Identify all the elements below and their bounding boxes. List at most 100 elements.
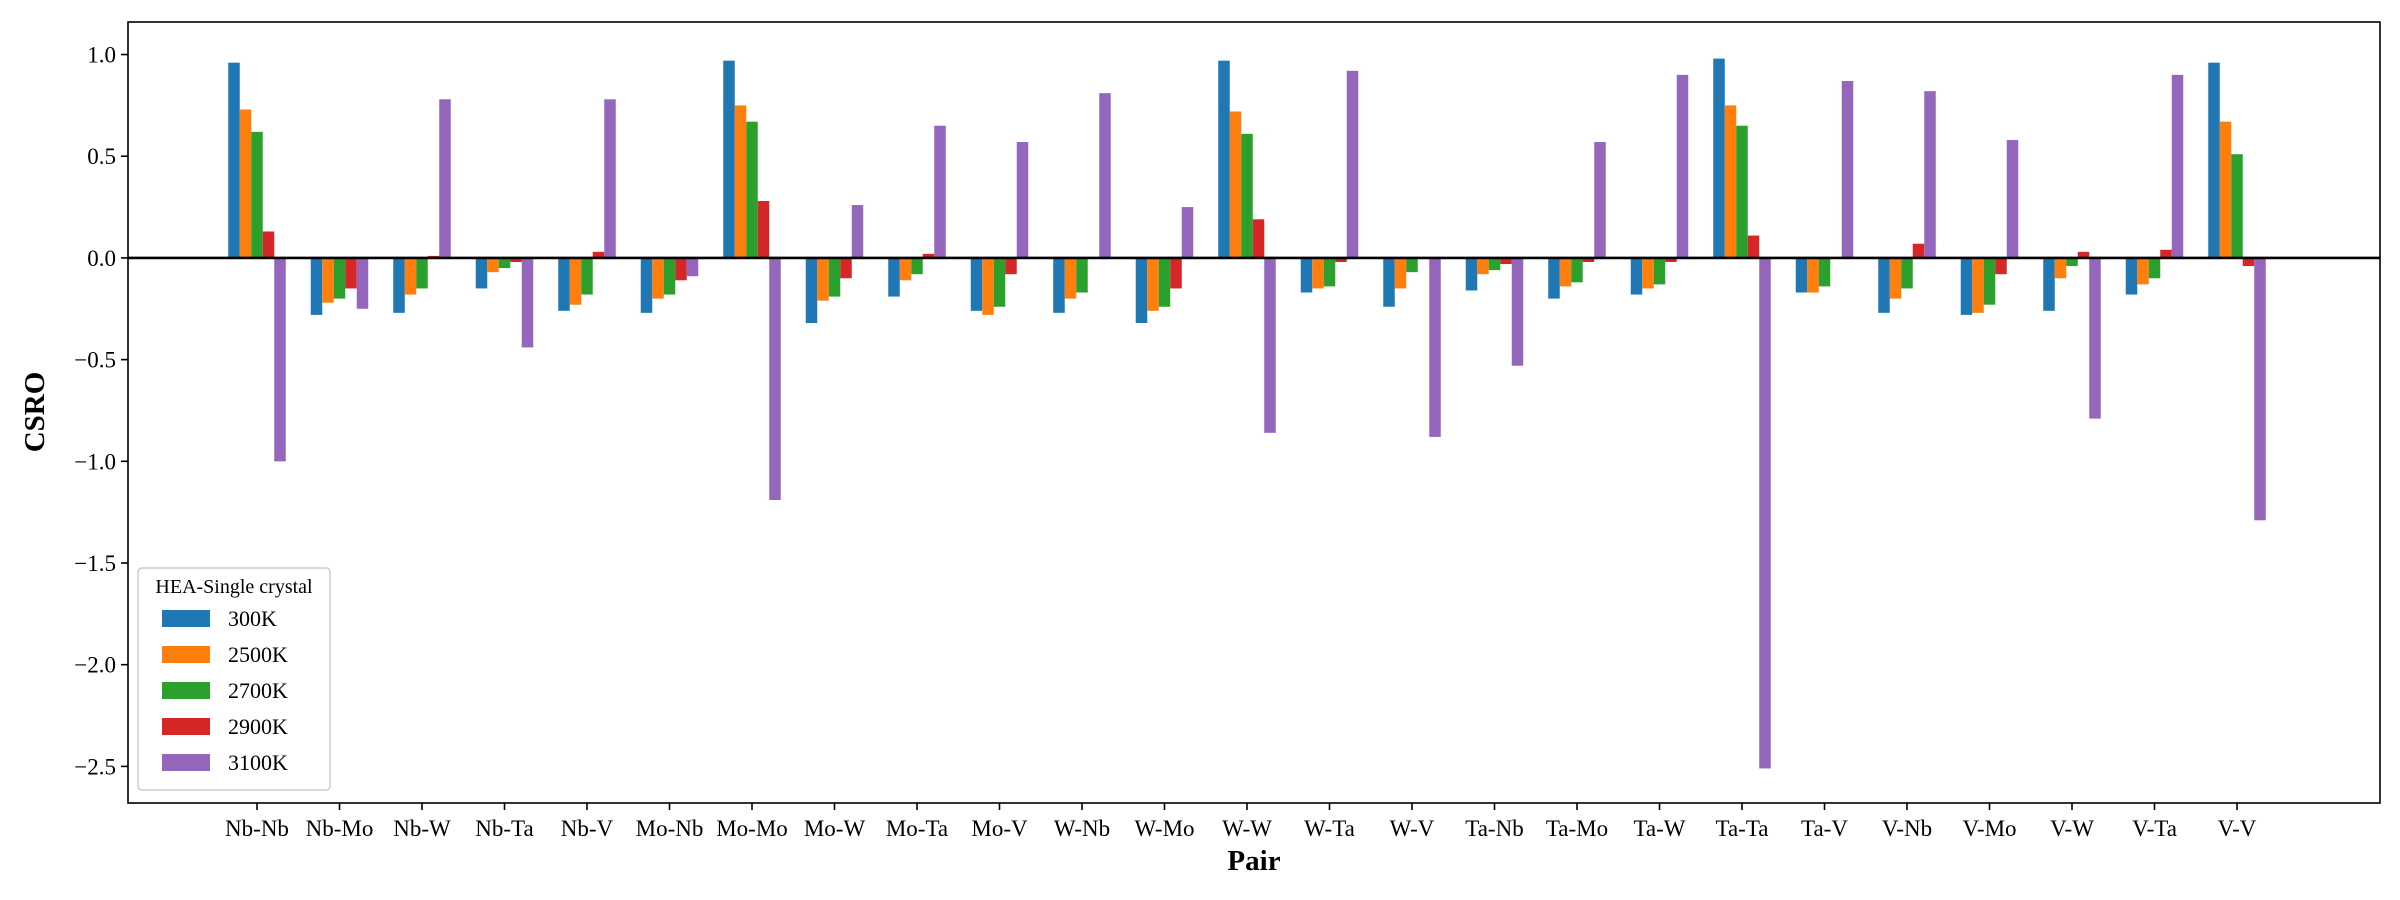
bar-nb-v-2900k (592, 251, 605, 258)
bar-ta-v-2500k (1807, 257, 1819, 293)
bar-v-mo-3100k (2006, 139, 2019, 258)
bar-nb-ta-300k (475, 257, 488, 289)
bar-v-ta-3100k (2171, 74, 2184, 258)
bar-nb-w-2700k (416, 257, 428, 289)
bar-ta-mo-3100k (1594, 142, 1606, 258)
legend-swatch-300k (162, 610, 210, 627)
bar-ta-w-2900k (1665, 257, 1677, 262)
bar-mo-v-2900k (1005, 257, 1017, 275)
bar-ta-w-3100k (1676, 74, 1689, 258)
bar-v-mo-2900k (1995, 257, 2007, 275)
bar-mo-mo-2500k (734, 105, 747, 258)
bar-mo-w-2500k (817, 257, 829, 301)
bar-ta-v-300k (1795, 257, 1808, 293)
bar-mo-nb-300k (640, 257, 653, 313)
legend-label-3100k: 3100K (228, 750, 288, 775)
bar-w-ta-2900k (1335, 257, 1347, 262)
bar-mo-nb-2500k (652, 257, 664, 299)
bar-w-mo-2900k (1170, 257, 1182, 289)
bar-w-v-2500k (1394, 257, 1407, 289)
bar-nb-nb-300k (228, 62, 240, 258)
bar-v-ta-2900k (2160, 249, 2172, 258)
x-tick-label: V-Ta (2132, 816, 2177, 841)
bar-mo-w-2900k (840, 257, 852, 279)
bar-v-w-2500k (2054, 257, 2067, 279)
y-tick-label: 0.0 (87, 246, 116, 271)
bar-w-w-3100k (1264, 257, 1276, 433)
bar-nb-nb-2900k (262, 231, 275, 258)
bar-nb-mo-2900k (345, 257, 357, 289)
bar-w-w-300k (1218, 60, 1230, 258)
legend-swatch-2900k (162, 718, 210, 735)
bar-ta-mo-2700k (1571, 257, 1583, 283)
bar-nb-mo-300k (310, 257, 323, 315)
bar-w-v-3100k (1429, 257, 1441, 437)
bar-w-nb-300k (1053, 257, 1065, 313)
x-tick-label: Nb-Ta (475, 816, 533, 841)
legend-label-300k: 300K (228, 606, 277, 631)
bar-w-v-300k (1383, 257, 1395, 307)
bar-nb-mo-3100k (356, 257, 369, 309)
bar-v-v-300k (2208, 62, 2220, 258)
bar-ta-w-2500k (1642, 257, 1654, 289)
bar-v-ta-2500k (2137, 257, 2149, 285)
y-axis-title: CSRO (19, 372, 51, 453)
x-tick-label: Nb-Mo (306, 816, 374, 841)
bar-v-nb-300k (1878, 257, 1890, 313)
legend-title: HEA-Single crystal (155, 576, 313, 598)
bar-nb-ta-2500k (487, 257, 499, 273)
bar-v-nb-2700k (1901, 257, 1913, 289)
bar-nb-v-2700k (581, 257, 593, 295)
bar-ta-nb-2700k (1488, 257, 1501, 271)
bar-ta-w-2700k (1653, 257, 1666, 285)
bar-ta-w-300k (1630, 257, 1643, 295)
x-tick-label: V-V (2218, 816, 2257, 841)
bar-v-mo-300k (1960, 257, 1973, 315)
x-tick-label: Nb-W (393, 816, 451, 841)
bar-ta-mo-2900k (1582, 257, 1595, 262)
bar-w-ta-300k (1300, 257, 1313, 293)
y-tick-label: −1.5 (74, 551, 116, 576)
bar-ta-ta-300k (1713, 58, 1725, 258)
bar-v-v-2900k (2242, 257, 2255, 267)
bar-w-w-2700k (1241, 133, 1253, 258)
bar-ta-ta-2500k (1724, 105, 1737, 258)
bar-ta-nb-2500k (1477, 257, 1489, 275)
x-tick-label: Ta-Mo (1546, 816, 1608, 841)
bar-ta-v-2700k (1818, 257, 1831, 287)
x-tick-label: W-Mo (1134, 816, 1194, 841)
bar-w-w-2900k (1252, 219, 1265, 258)
bar-nb-v-3100k (604, 99, 616, 258)
bar-nb-nb-2700k (251, 131, 263, 258)
bar-v-mo-2500k (1972, 257, 1984, 313)
x-tick-label: Ta-Ta (1716, 816, 1769, 841)
bar-mo-ta-3100k (934, 125, 946, 258)
x-tick-label: Mo-Mo (716, 816, 788, 841)
y-axis: 1.0 0.5 0.0 −0.5 −1.0 −1.5 −2.0 −2.5 (74, 43, 128, 779)
bar-w-ta-2500k (1312, 257, 1324, 289)
bar-w-nb-2700k (1076, 257, 1088, 293)
y-tick-label: −1.0 (74, 449, 116, 474)
bar-v-w-300k (2043, 257, 2055, 311)
bar-mo-ta-2500k (899, 257, 912, 281)
bar-w-w-2500k (1229, 111, 1242, 258)
bar-mo-w-300k (805, 257, 818, 324)
bar-ta-nb-300k (1465, 257, 1478, 291)
bar-nb-ta-3100k (521, 257, 534, 348)
bar-mo-mo-2700k (746, 121, 758, 258)
x-tick-label: Mo-Nb (636, 816, 704, 841)
bar-nb-v-300k (558, 257, 570, 311)
bar-mo-v-300k (970, 257, 983, 311)
bar-w-mo-2700k (1158, 257, 1171, 307)
x-tick-label: Ta-Nb (1465, 816, 1523, 841)
y-tick-label: −2.5 (74, 754, 116, 779)
bar-w-ta-3100k (1346, 70, 1359, 258)
bar-nb-w-2500k (404, 257, 417, 295)
x-tick-label: W-W (1222, 816, 1272, 841)
bar-w-mo-3100k (1181, 207, 1194, 258)
bar-w-mo-2500k (1147, 257, 1159, 311)
x-tick-label: Mo-Ta (886, 816, 948, 841)
bar-v-w-2700k (2066, 257, 2078, 267)
x-tick-label: W-Ta (1304, 816, 1355, 841)
